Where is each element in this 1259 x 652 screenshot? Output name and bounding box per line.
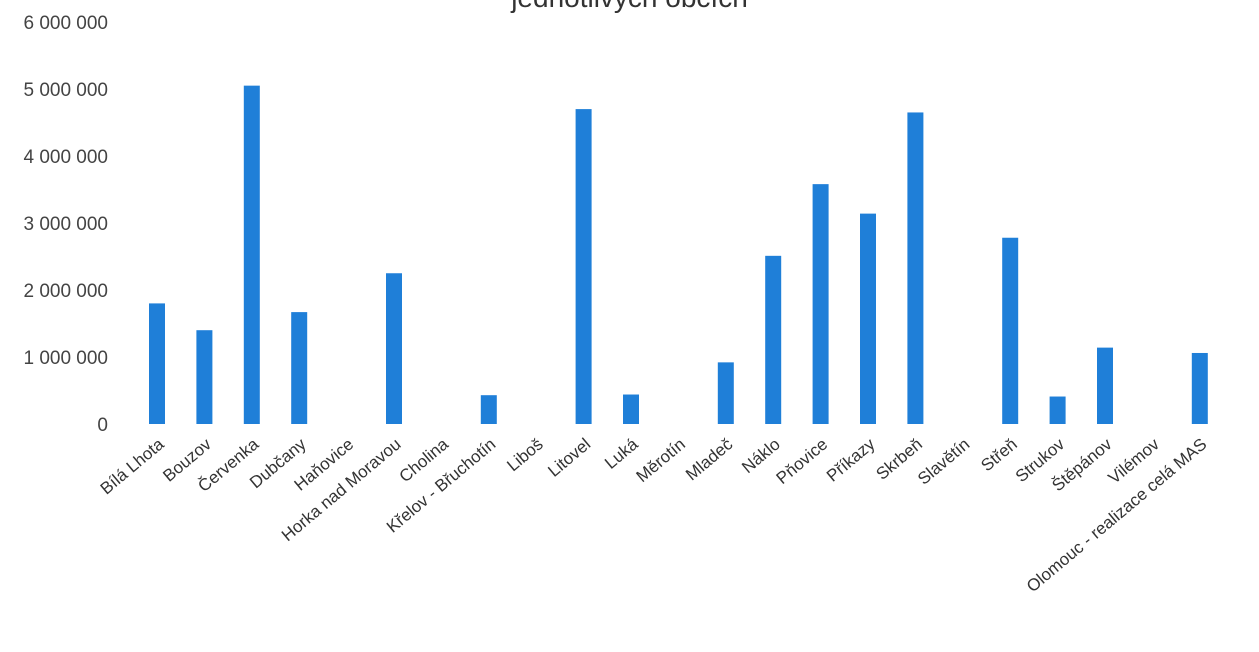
x-tick-label: Luká — [601, 434, 642, 473]
bar — [575, 109, 592, 424]
y-tick-label: 4 000 000 — [23, 147, 108, 168]
bar — [717, 362, 734, 424]
x-tick-label: Mladeč — [682, 434, 737, 484]
bar — [907, 112, 924, 424]
x-tick-label: Měrotín — [633, 435, 689, 487]
bar — [196, 330, 213, 424]
bar — [623, 394, 639, 424]
chart-title: jednotlivých obcích — [0, 0, 1259, 14]
bar — [1097, 347, 1113, 424]
x-tick-label: Liboš — [503, 435, 546, 476]
y-tick-label: 3 000 000 — [23, 214, 108, 235]
y-tick-label: 5 000 000 — [23, 80, 108, 101]
bar — [1002, 237, 1019, 424]
bar — [765, 255, 782, 424]
bar — [860, 213, 876, 424]
x-tick-label: Slavětín — [914, 435, 973, 489]
x-tick-label: Pňovice — [773, 435, 832, 488]
bar — [291, 312, 308, 424]
bar — [386, 273, 402, 424]
x-tick-label: Litovel — [544, 435, 594, 481]
y-tick-label: 2 000 000 — [23, 281, 108, 302]
y-tick-label: 6 000 000 — [23, 13, 108, 34]
x-tick-label: Bílá Lhota — [97, 434, 168, 498]
bar — [480, 395, 497, 424]
bar — [243, 85, 260, 425]
bar — [812, 184, 829, 424]
bar — [1049, 396, 1066, 424]
x-tick-label: Příkazy — [823, 434, 879, 485]
y-tick-label: 0 — [97, 415, 108, 436]
bar — [1191, 352, 1208, 424]
bar — [149, 303, 165, 424]
y-tick-label: 1 000 000 — [23, 348, 108, 369]
